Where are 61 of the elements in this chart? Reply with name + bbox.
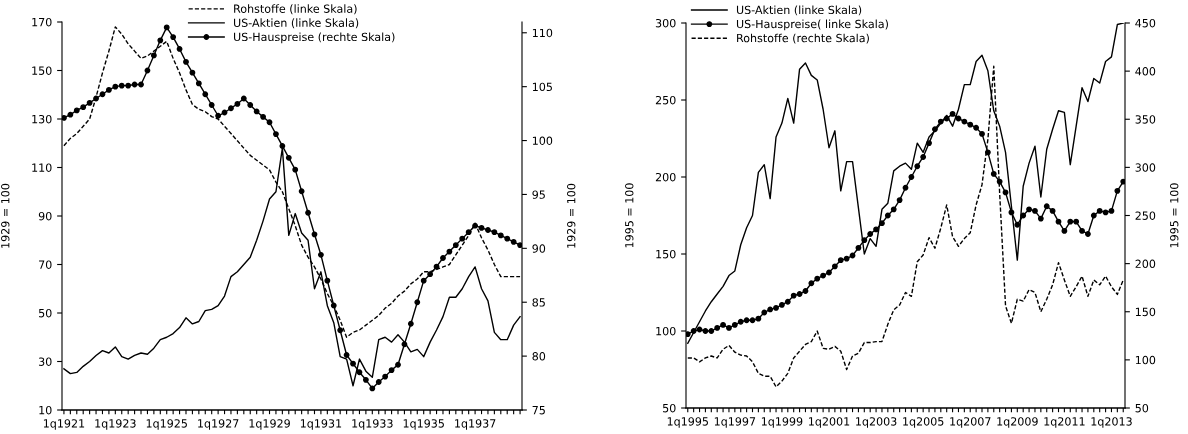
x-tick-label: 1q1997: [714, 417, 756, 428]
y-tick-label: 200: [655, 172, 676, 182]
y2-tick-label: 100: [1135, 355, 1156, 365]
x-tick-label: 1q1999: [761, 417, 803, 428]
x-tick-label: 1q2003: [856, 417, 897, 428]
y-axis-title: 1929 = 100: [1, 183, 10, 248]
y2-tick-label: 400: [1135, 67, 1156, 76]
y2-axis-title: 1995 = 100: [1170, 183, 1179, 248]
y2-tick-label: 105: [532, 82, 552, 92]
x-tick-label: 1q1923: [95, 419, 136, 430]
y-tick-label: 150: [656, 249, 676, 259]
y2-tick-label: 350: [1135, 115, 1156, 124]
y-tick-label: 150: [32, 66, 52, 75]
y-tick-label: 170: [32, 17, 52, 27]
legend-label: US-Aktien (linke Skala): [736, 5, 862, 16]
y-tick-label: 300: [655, 18, 676, 28]
y-axis-title: 1995 = 100: [625, 183, 634, 248]
y-tick-label: 30: [38, 357, 52, 366]
x-tick-label: 1q2009: [997, 417, 1038, 428]
x-tick-label: 1q1921: [43, 419, 85, 430]
x-tick-label: 1q2005: [903, 417, 944, 428]
y2-tick-label: 450: [1135, 18, 1156, 28]
x-tick-label: 1q1995: [667, 417, 708, 428]
x-tick-label: 1q1931: [300, 419, 342, 430]
x-tick-label: 1q2001: [809, 417, 850, 428]
x-tick-label: 1q2007: [950, 417, 991, 428]
x-tick-label: 1q1937: [455, 419, 496, 430]
legend-label: US-Hauspreise( linke Skala): [736, 19, 888, 31]
y-tick-label: 90: [38, 211, 52, 221]
y2-axis-title: 1929 = 100: [567, 183, 576, 248]
y-tick-label: 110: [32, 163, 52, 172]
y-tick-label: 130: [32, 114, 52, 124]
y2-tick-label: 200: [1135, 259, 1156, 268]
x-tick-label: 1q1933: [352, 419, 393, 430]
legend-label: Rohstoffe (linke Skala): [234, 4, 357, 15]
y2-tick-label: 250: [1135, 211, 1156, 220]
y-tick-label: 70: [39, 260, 52, 269]
x-tick-label: 1q1935: [403, 419, 444, 430]
y2-tick-label: 75: [532, 406, 545, 415]
y2-tick-label: 110: [532, 28, 553, 38]
y-tick-label: 50: [39, 308, 52, 318]
y2-tick-label: 100: [532, 136, 553, 145]
y2-tick-label: 50: [1135, 403, 1149, 413]
y2-tick-label: 95: [532, 190, 545, 199]
y-tick-label: 250: [655, 95, 676, 105]
legend-label: US-Hauspreise (rechte Skala): [234, 32, 395, 44]
legend-label: Rohstoffe (rechte Skala): [737, 33, 869, 44]
legend-label: US-Aktien (linke Skala): [234, 18, 359, 29]
y2-tick-label: 150: [1135, 307, 1156, 317]
y-tick-label: 10: [39, 405, 52, 415]
x-tick-label: 1q1927: [198, 419, 239, 430]
y2-tick-label: 80: [532, 352, 546, 361]
y2-tick-label: 300: [1135, 163, 1156, 172]
x-tick-label: 1q1925: [146, 419, 187, 430]
y2-tick-label: 90: [532, 244, 546, 253]
y2-tick-label: 85: [532, 298, 545, 307]
y-tick-label: 100: [656, 326, 676, 336]
x-tick-label: 1q1929: [249, 419, 290, 430]
y-tick-label: 50: [663, 403, 676, 413]
x-tick-label: 1q2013: [1091, 417, 1132, 428]
x-tick-label: 1q2011: [1044, 417, 1085, 428]
